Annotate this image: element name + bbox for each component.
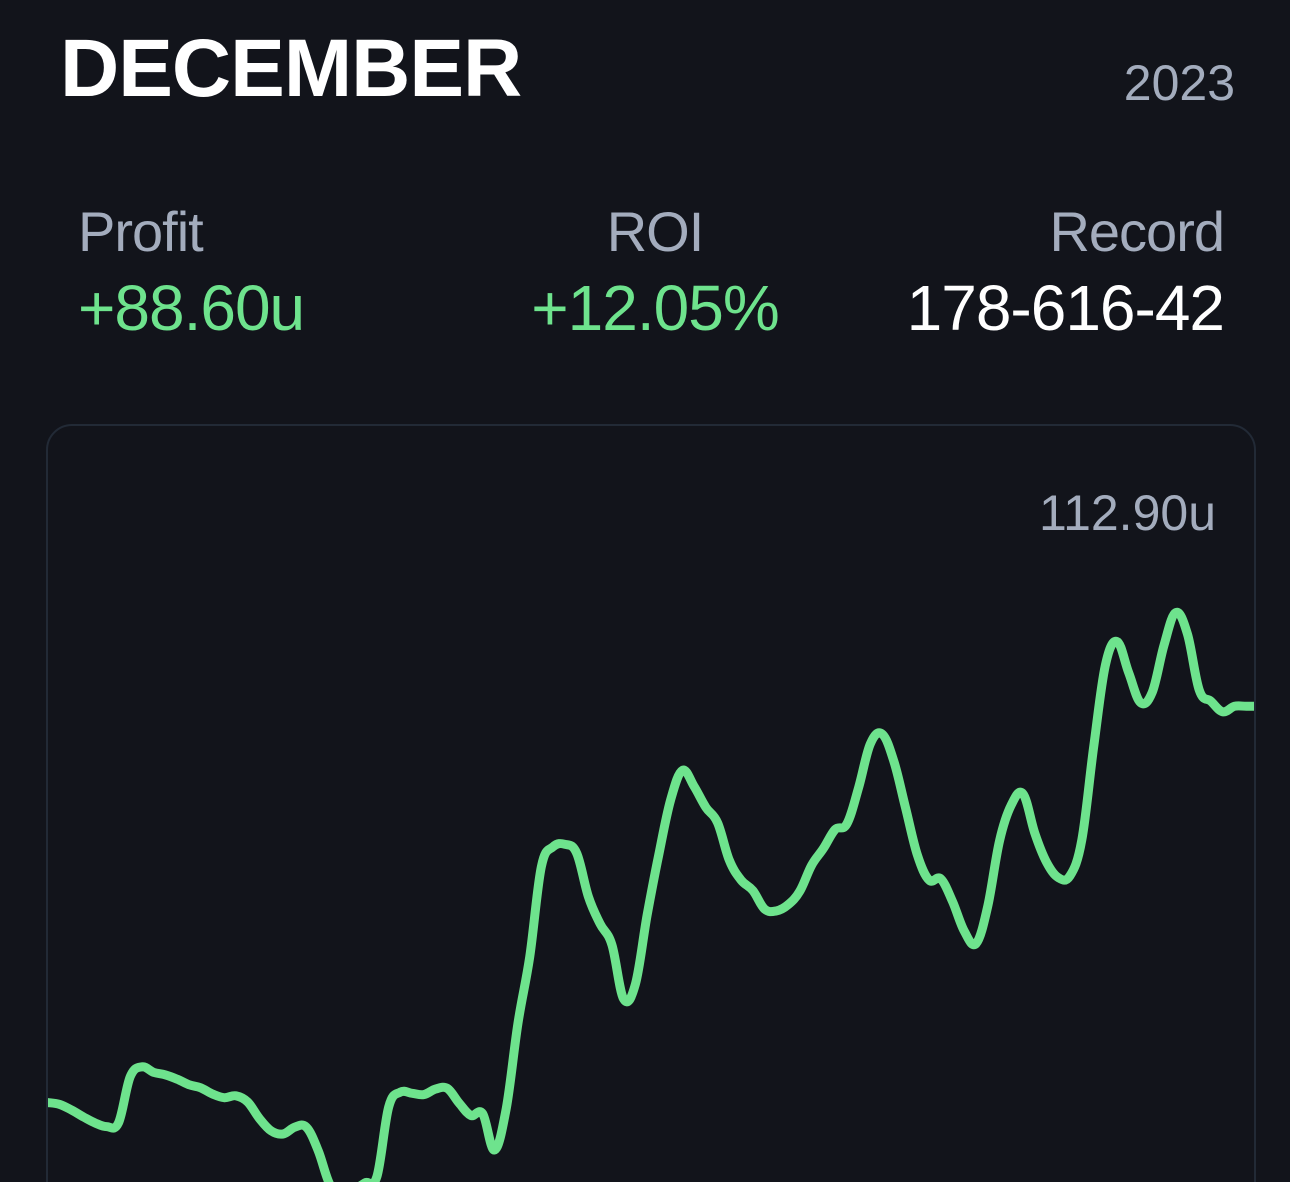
profit-value: +88.60u <box>78 272 305 344</box>
record-label: Record <box>1049 200 1225 263</box>
year-label: 2023 <box>1123 55 1235 111</box>
roi-value: +12.05% <box>531 272 779 344</box>
record-value: 178-616-42 <box>906 272 1225 344</box>
month-title: DECEMBER <box>60 23 522 114</box>
profit-line-chart[interactable]: 112.90u <box>48 426 1254 1182</box>
record-stat: Record 178-616-42 <box>906 200 1225 344</box>
profit-label: Profit <box>78 200 204 263</box>
roi-label: ROI <box>606 200 705 263</box>
profit-stat: Profit +88.60u <box>78 200 305 344</box>
roi-stat: ROI +12.05% <box>505 200 805 344</box>
profit-series-line <box>48 607 1254 1182</box>
max-value-label: 112.90u <box>1039 485 1216 541</box>
profit-chart-card[interactable]: 112.90u <box>46 424 1256 1182</box>
